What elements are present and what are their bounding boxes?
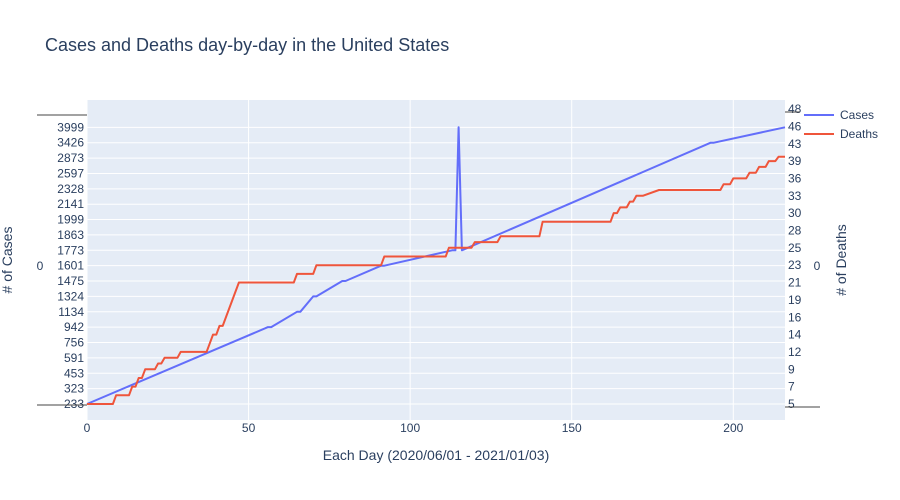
right-tick-label: 43 [788,137,802,151]
right-axis-ticks: 5 7 9 12 14 16 19 21 23 25 28 30 33 36 39 43 46 48 [788,102,802,411]
left-tick-label: 1134 [58,305,84,319]
x-tick-label: 50 [242,421,256,435]
left-tick-label: 756 [64,336,84,350]
right-tick-label: 48 [788,102,802,116]
left-tick-label: 1999 [57,213,84,227]
right-stray-label: 0 [814,259,821,273]
left-tick-label: 1773 [57,243,84,257]
left-tick-label: 2328 [57,182,84,196]
left-tick-label: 1475 [57,274,84,288]
right-tick-label: 19 [788,293,802,307]
left-tick-label: 2873 [57,151,84,165]
plot-area [87,100,785,420]
chart-title: Cases and Deaths day-by-day in the Unite… [45,35,449,55]
legend-label-cases: Cases [840,108,874,122]
right-tick-label: 7 [788,380,795,394]
legend-item-cases[interactable]: Cases [804,108,874,122]
left-tick-label: 1601 [57,259,84,273]
legend-label-deaths: Deaths [840,127,878,141]
right-tick-label: 16 [788,310,802,324]
series-lines [86,126,786,405]
right-tick-label: 9 [788,362,795,376]
left-tick-label: 3999 [57,120,84,134]
series-line-deaths [87,155,785,405]
right-tick-label: 12 [788,345,802,359]
right-tick-label: 46 [788,119,802,133]
right-tick-label: 5 [788,397,795,411]
left-tick-label: 3426 [57,136,84,150]
right-tick-label: 28 [788,224,802,238]
left-tick-label: 1324 [57,289,84,303]
x-tick-label: 150 [562,421,582,435]
x-tick-label: 100 [400,421,420,435]
right-tick-label: 36 [788,171,802,185]
right-tick-label: 30 [788,206,802,220]
right-tick-label: 23 [788,258,802,272]
left-tick-label: 233 [64,397,84,411]
right-tick-label: 39 [788,154,802,168]
left-tick-label: 1863 [57,228,84,242]
left-stray-label: 0 [37,259,44,273]
right-tick-label: 33 [788,189,802,203]
x-tick-label: 200 [723,421,743,435]
right-tick-label: 21 [788,276,802,290]
right-axis-title: # of Deaths [833,224,849,296]
x-axis-ticks: 0 50 100 150 200 [84,421,744,435]
left-axis-title: # of Cases [0,227,15,294]
right-tick-label: 25 [788,241,802,255]
left-tick-label: 942 [64,320,84,334]
x-tick-label: 0 [84,421,91,435]
left-tick-label: 323 [64,382,84,396]
left-tick-label: 453 [64,366,84,380]
x-axis-title: Each Day (2020/06/01 - 2021/01/03) [323,447,550,463]
left-tick-label: 591 [64,351,84,365]
legend: Cases Deaths [804,108,878,141]
left-tick-label: 2141 [57,197,84,211]
gridlines [86,100,785,420]
right-tick-label: 14 [788,328,802,342]
left-tick-label: 2597 [57,166,84,180]
series-line-cases [86,126,786,405]
legend-item-deaths[interactable]: Deaths [804,127,878,141]
